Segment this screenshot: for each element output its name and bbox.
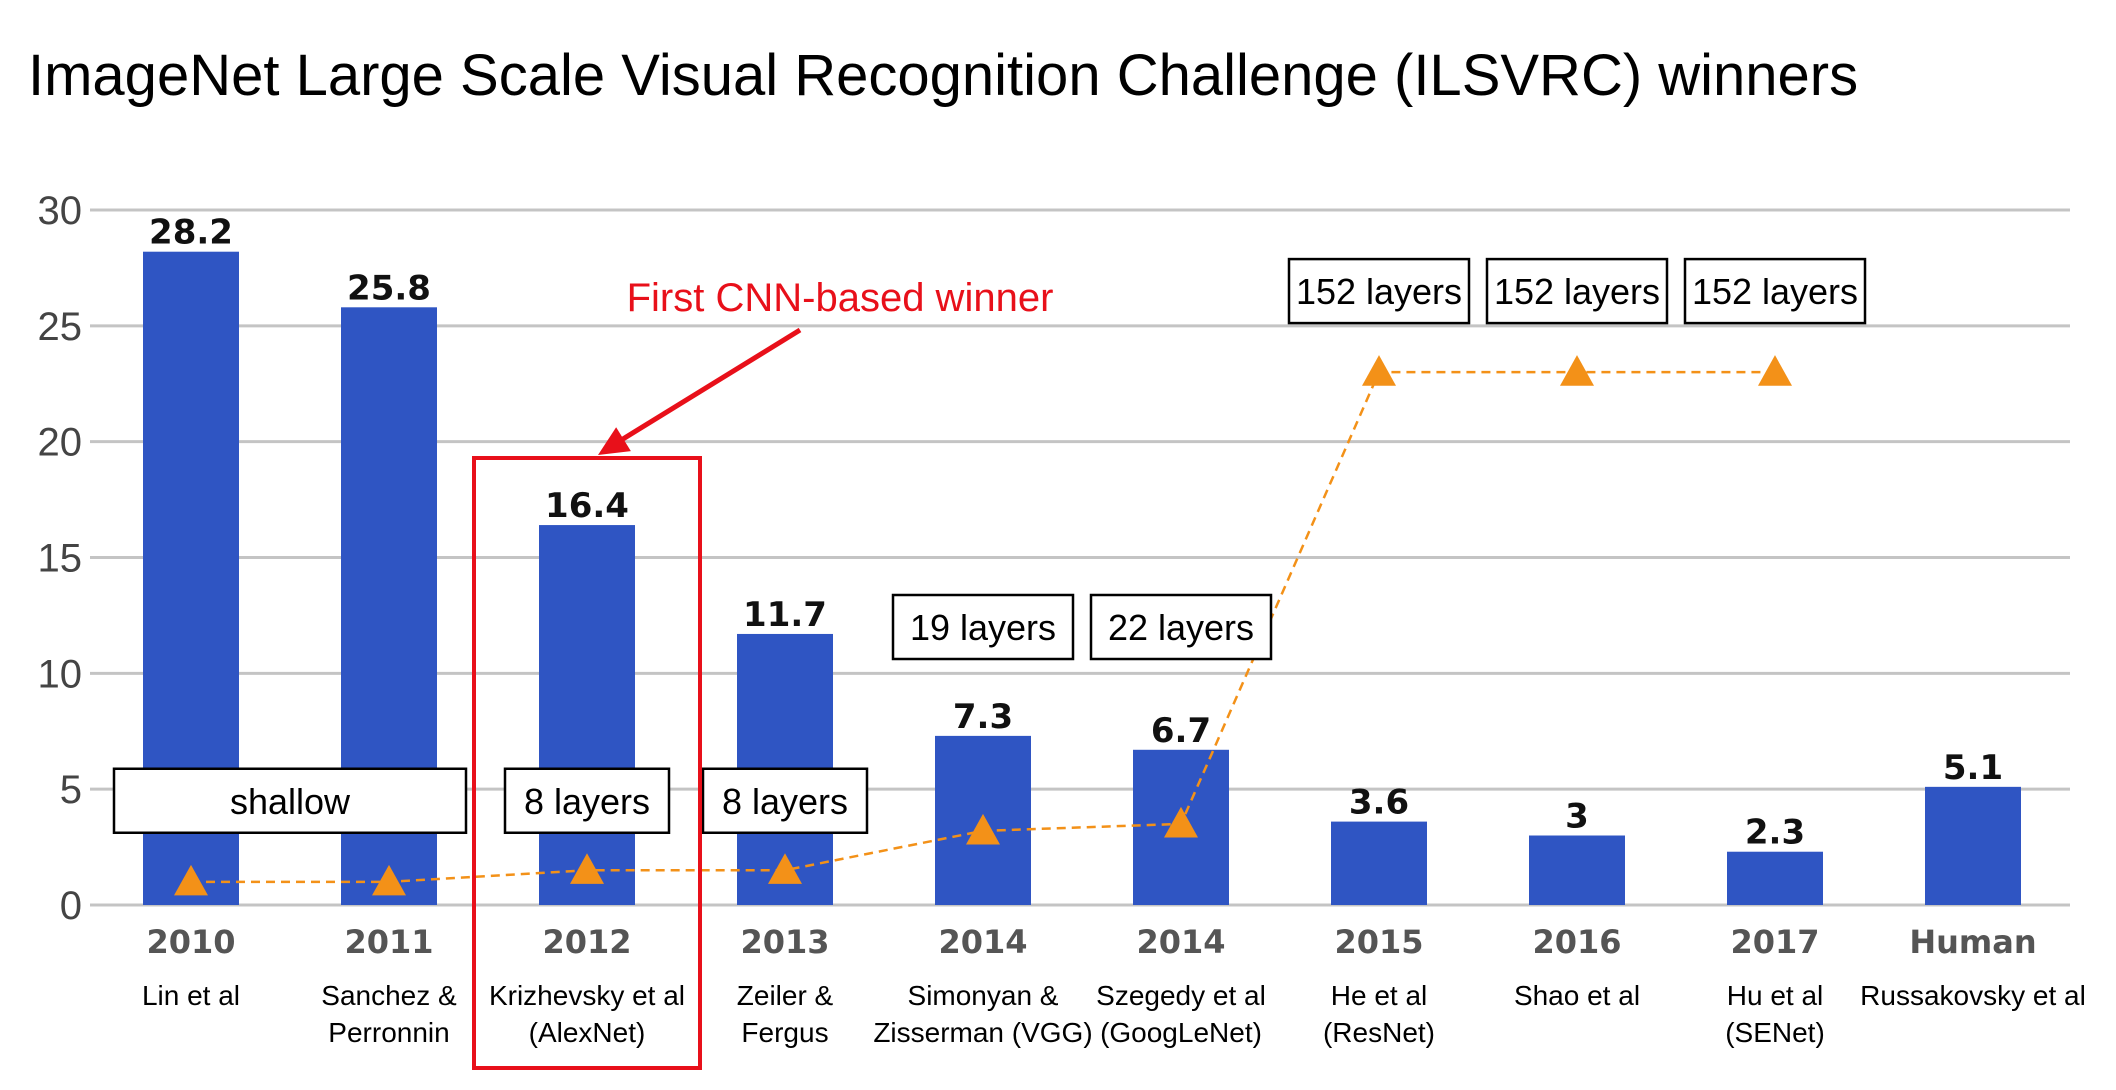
layer-count-label: 152 layers xyxy=(1692,271,1858,312)
author-label: Krizhevsky et al xyxy=(489,980,685,1011)
y-tick-label: 10 xyxy=(38,652,83,696)
author-label: Sanchez & xyxy=(321,980,457,1011)
layer-count-box xyxy=(701,767,869,834)
bar-value-label: 3.6 xyxy=(1349,783,1409,823)
layer-count-box xyxy=(112,767,468,834)
bar xyxy=(1727,851,1823,905)
annotation-arrowhead xyxy=(598,427,631,455)
bar xyxy=(1331,821,1427,905)
x-tick-label: 2014 xyxy=(1136,923,1225,961)
layer-count-box xyxy=(1287,257,1471,325)
y-tick-label: 0 xyxy=(60,884,82,928)
y-tick-label: 25 xyxy=(38,305,83,349)
depth-marker xyxy=(1164,806,1198,838)
depth-marker xyxy=(570,853,604,884)
x-tick-label: 2015 xyxy=(1334,923,1423,961)
depth-marker xyxy=(174,864,208,896)
author-label: Lin et al xyxy=(142,980,240,1011)
x-tick-label: 2013 xyxy=(740,923,829,961)
author-label: He et al xyxy=(1331,980,1428,1011)
bar-value-label: 16.4 xyxy=(545,486,629,526)
x-tick-label: 2011 xyxy=(344,923,433,961)
layer-count-label: 22 layers xyxy=(1108,607,1254,648)
author-label: Fergus xyxy=(741,1017,828,1048)
x-tick-label: 2010 xyxy=(146,923,235,961)
annotation-arrow xyxy=(608,327,802,450)
author-label: Zeiler & xyxy=(737,980,834,1011)
bar-value-label: 3 xyxy=(1565,797,1589,837)
x-tick-label: Human xyxy=(1909,923,2036,961)
bar-value-label: 7.3 xyxy=(953,697,1013,737)
chart-title: ImageNet Large Scale Visual Recognition … xyxy=(28,43,1858,108)
y-tick-label: 30 xyxy=(38,189,83,233)
author-label: Russakovsky et al xyxy=(1860,980,2086,1011)
author-label: (AlexNet) xyxy=(529,1017,646,1048)
bar-value-label: 5.1 xyxy=(1943,748,2003,788)
depth-marker xyxy=(1362,355,1396,386)
x-tick-label: 2012 xyxy=(542,923,631,961)
bar-value-label: 28.2 xyxy=(149,213,233,253)
highlight-box xyxy=(472,456,702,1070)
y-tick-label: 15 xyxy=(38,537,83,581)
bar xyxy=(1925,786,2021,905)
author-label: Shao et al xyxy=(1514,980,1640,1011)
annotation-layer: shallow 8 layers 8 layers 19 layers 22 layer… xyxy=(112,257,1867,1070)
depth-marker xyxy=(1560,355,1594,386)
author-label: Hu et al xyxy=(1727,980,1824,1011)
layer-count-label: 8 layers xyxy=(524,781,650,822)
y-tick-label: 5 xyxy=(60,768,82,812)
bar xyxy=(1529,835,1625,905)
author-label: Zisserman (VGG) xyxy=(873,1017,1092,1048)
bar-value-label: 11.7 xyxy=(743,595,827,635)
author-label: (GoogLeNet) xyxy=(1100,1017,1262,1048)
depth-marker xyxy=(372,864,406,896)
layer-count-label: 19 layers xyxy=(910,607,1056,648)
x-tick-label: 2017 xyxy=(1730,923,1819,961)
bar-value-label: 25.8 xyxy=(347,268,431,308)
x-tick-label: 2016 xyxy=(1532,923,1621,961)
labels-layer: 28.2 2010 Lin et al 25.8 2011 Sanchez & Perron… xyxy=(142,213,2086,1048)
bar-value-label: 6.7 xyxy=(1151,711,1211,751)
author-label: Szegedy et al xyxy=(1096,980,1266,1011)
depth-marker xyxy=(768,853,802,884)
bar xyxy=(539,525,635,905)
author-label: (SENet) xyxy=(1725,1017,1825,1048)
layer-count-label: 8 layers xyxy=(722,781,848,822)
layer-count-box xyxy=(1683,257,1867,325)
y-tick-label: 20 xyxy=(38,421,83,465)
author-label: (ResNet) xyxy=(1323,1017,1435,1048)
layer-count-box xyxy=(1485,257,1669,325)
depth-marker xyxy=(1758,355,1792,386)
layer-count-box xyxy=(503,767,671,834)
author-label: Simonyan & xyxy=(908,980,1059,1011)
depth-marker xyxy=(966,813,1000,845)
layer-count-box xyxy=(1089,593,1273,661)
annotation-text: First CNN-based winner xyxy=(627,276,1054,320)
bar-value-label: 2.3 xyxy=(1745,813,1805,853)
layer-count-label: 152 layers xyxy=(1494,271,1660,312)
x-tick-label: 2014 xyxy=(938,923,1027,961)
layer-count-label: 152 layers xyxy=(1296,271,1462,312)
author-label: Perronnin xyxy=(328,1017,449,1048)
layer-count-label: shallow xyxy=(230,781,351,822)
layer-count-box xyxy=(891,593,1075,661)
